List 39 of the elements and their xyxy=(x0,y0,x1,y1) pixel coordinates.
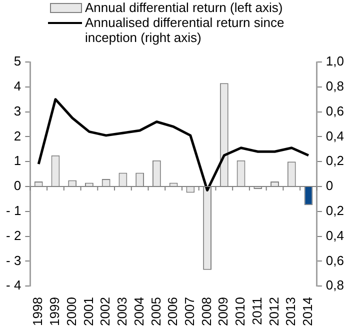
y2-tick-label: 0,2 xyxy=(326,153,344,168)
x-tick-label: 2001 xyxy=(80,297,96,326)
y-tick-label: 5 xyxy=(14,54,22,69)
y2-tick-label: 0,8 xyxy=(326,78,344,94)
y2-tick-label: 0,4 xyxy=(326,228,344,243)
x-tick-label: 2002 xyxy=(98,297,113,326)
x-tick-label: 2004 xyxy=(131,297,146,326)
y2-tick-label: 0,8 xyxy=(326,278,344,293)
x-tick-label: 2014 xyxy=(300,297,316,326)
x-tick-label: 2005 xyxy=(148,297,164,326)
x-tick-label: 2013 xyxy=(283,297,298,326)
y-tick-label: - 3 xyxy=(6,252,22,268)
x-tick-label: 2011 xyxy=(249,297,264,326)
y2-tick-label: 0,4 xyxy=(326,128,344,144)
x-tick-label: 2012 xyxy=(266,297,282,326)
x-tick-label: 2000 xyxy=(64,297,79,326)
y-tick-label: 3 xyxy=(14,103,22,118)
legend-label: Annual differential return (left axis) xyxy=(85,0,283,15)
x-tick-label: 1998 xyxy=(30,297,46,326)
y2-tick-label: 1,0 xyxy=(326,54,344,69)
x-tick-label: 2010 xyxy=(232,297,248,326)
x-tick-label: 2008 xyxy=(198,297,214,326)
x-tick-label: 2007 xyxy=(182,297,197,326)
x-tick-label: 1999 xyxy=(47,297,62,326)
x-tick-label: 2003 xyxy=(114,297,130,326)
y2-tick-label: 0,6 xyxy=(326,252,344,268)
y-tick-label: - 1 xyxy=(6,202,22,218)
y-tick-label: 4 xyxy=(14,78,22,94)
y2-tick-label: 0,6 xyxy=(326,103,344,118)
y-tick-label: 0 xyxy=(14,178,22,194)
y-tick-label: 1 xyxy=(14,153,22,168)
y2-tick-label: 0,2 xyxy=(326,202,344,218)
x-tick-label: 2006 xyxy=(165,297,180,326)
y2-tick-label: 0 xyxy=(326,178,334,194)
y-tick-label: - 4 xyxy=(6,278,22,293)
x-tick-label: 2009 xyxy=(216,297,231,326)
y-tick-label: 2 xyxy=(14,128,22,144)
legend-label: Annualised differential return since inception (right axis) xyxy=(85,15,286,45)
y-tick-label: - 2 xyxy=(6,228,22,243)
